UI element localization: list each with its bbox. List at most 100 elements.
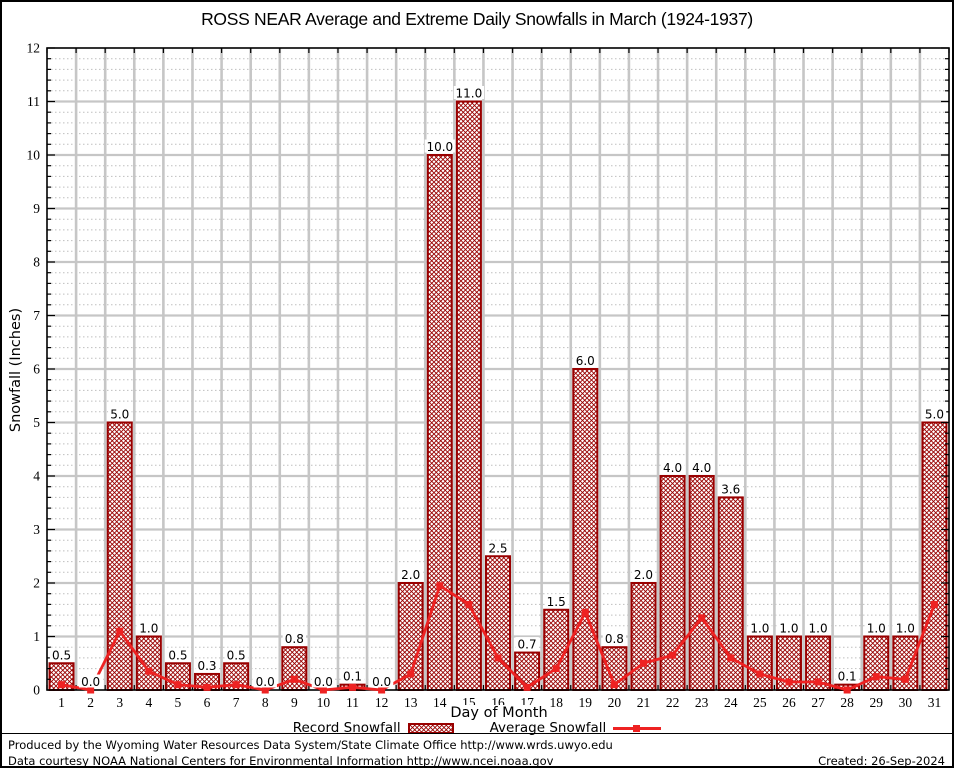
x-tick-label: 20 [608,695,622,710]
average-snowfall-line-icon [613,724,662,732]
legend-average-label: Average Snowfall [489,720,607,736]
avg-point-day-12 [378,686,386,694]
bar-day-14 [426,154,453,691]
y-tick-label: 12 [27,41,41,56]
x-tick-label: 28 [840,695,854,710]
y-tick-label: 4 [33,469,40,484]
y-tick-label: 8 [33,255,40,270]
value-label-day-25: 1.0 [750,622,769,636]
x-tick-label: 29 [870,695,884,710]
x-tick-label: 14 [433,695,447,710]
avg-point-day-24 [727,654,735,662]
avg-point-day-27 [814,678,822,686]
value-label-day-4: 1.0 [139,622,158,636]
footer-created-date: Created: 26-Sep-2024 [818,754,945,768]
avg-point-day-13 [407,670,415,678]
footer-produced-by: Produced by the Wyoming Water Resources … [8,738,613,752]
value-label-bg [573,353,597,367]
value-label-bg [195,658,219,672]
y-tick-label: 5 [33,415,40,430]
bar-day-21 [630,582,657,691]
value-label-bg [719,481,743,495]
avg-point-day-2 [87,686,95,694]
avg-point-day-7 [232,681,240,689]
value-label-bg [282,631,307,645]
x-tick-label: 8 [262,695,269,710]
bar-value-labels: 0.5 0.0 5.0 1.0 0.5 0.3 0.5 0.0 0.8 0.0 0.1 0.0 2.0 1… [49,86,947,689]
value-label-day-22: 4.0 [663,461,682,475]
y-tick-label: 3 [33,522,40,537]
value-label-day-12: 0.0 [372,675,391,689]
value-label-day-8: 0.0 [256,675,275,689]
bar-day-31 [921,421,948,691]
bar-day-15 [455,100,482,691]
avg-point-day-3 [116,627,124,635]
value-label-bg [748,621,772,634]
average-snowfall-line [58,582,938,694]
avg-point-day-28 [843,686,851,694]
x-tick-label: 23 [695,695,709,710]
x-axis-label: Day of Month [447,705,551,721]
avg-point-day-31 [930,600,938,608]
value-label-bg [806,621,830,634]
avg-point-day-4 [145,667,153,675]
value-label-day-11: 0.1 [343,670,362,684]
value-label-bg [689,460,714,474]
value-label-day-30: 1.0 [896,622,915,636]
x-tick-label: 24 [724,695,738,710]
value-label-day-23: 4.0 [692,461,711,475]
avg-point-day-29 [872,673,880,681]
x-tick-label: 19 [579,695,593,710]
value-label-day-16: 2.5 [488,541,507,555]
x-tick-label: 2 [87,695,94,710]
value-label-day-1: 0.5 [52,648,71,662]
x-tick-label: 22 [666,695,680,710]
value-label-day-24: 3.6 [721,482,740,496]
avg-point-day-23 [698,614,706,622]
value-label-day-18: 1.5 [547,595,566,609]
x-tick-label: 3 [116,695,123,710]
y-tick-label: 11 [27,94,40,109]
value-label-day-28: 0.1 [838,670,857,684]
value-label-day-27: 1.0 [809,622,828,636]
avg-point-day-14 [436,582,444,590]
value-label-day-15: 11.0 [456,87,483,101]
value-label-bg [864,621,888,634]
footer-divider [2,733,952,734]
value-label-day-26: 1.0 [779,622,798,636]
value-label-bg [602,631,627,645]
y-tick-label: 0 [33,683,40,698]
value-label-bg [486,540,510,554]
y-tick-label: 10 [27,148,41,163]
legend-record-label: Record Snowfall [292,720,401,736]
value-label-bg [515,637,539,651]
bar-day-16 [485,555,511,691]
x-tick-label: 7 [233,695,240,710]
value-label-day-14: 10.0 [426,140,453,154]
legend: Record Snowfall Average Snowfall [2,720,952,736]
value-label-day-5: 0.5 [168,648,187,662]
avg-point-day-19 [581,608,589,616]
x-tick-label: 26 [782,695,796,710]
value-label-bg [660,460,685,474]
value-label-bg [137,621,161,634]
x-tick-label: 31 [928,695,942,710]
avg-point-day-9 [290,675,298,683]
x-tick-label: 21 [637,695,651,710]
value-label-bg [49,647,74,661]
value-label-bg [399,567,423,581]
bar-day-25 [746,635,773,691]
avg-point-day-11 [349,683,357,691]
x-tick-label: 5 [175,695,182,710]
x-tick-label: 10 [317,695,331,710]
x-tick-label: 9 [291,695,298,710]
avg-point-day-5 [174,681,182,689]
x-tick-label: 1 [58,695,65,710]
avg-point-day-20 [610,681,618,689]
avg-point-day-21 [639,659,647,667]
record-snowfall-swatch-icon [407,722,454,734]
value-label-bg [224,647,248,661]
bar-day-19 [572,368,599,691]
value-label-bg [453,86,485,99]
